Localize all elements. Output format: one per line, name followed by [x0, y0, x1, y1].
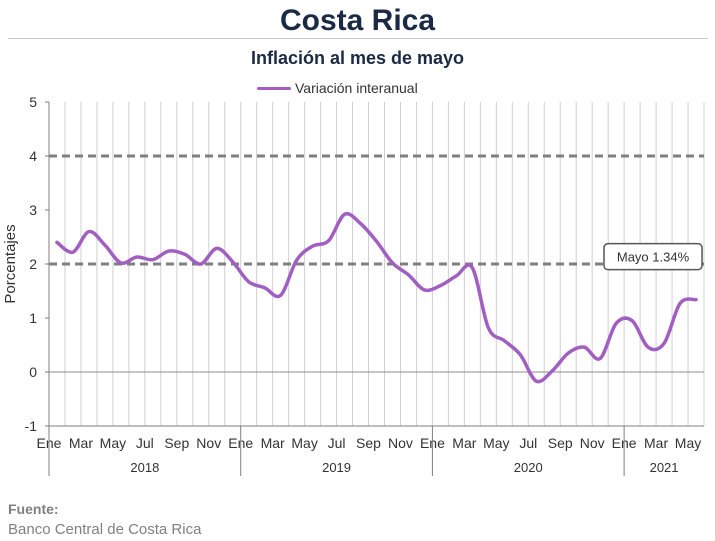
data-point [486, 326, 490, 330]
data-point [582, 345, 586, 349]
data-point [311, 244, 315, 248]
x-tick-label: Nov [388, 435, 413, 451]
chart-subtitle: Inflación al mes de mayo [250, 48, 465, 68]
annotation-label: Mayo 1.34% [617, 250, 690, 265]
x-tick-label: Mar [69, 435, 93, 451]
data-point [550, 369, 554, 373]
data-point [454, 274, 458, 278]
data-point [247, 280, 251, 284]
data-point [279, 293, 283, 297]
year-label: 2019 [322, 460, 351, 475]
y-tick-label: -1 [25, 418, 38, 434]
year-label: 2021 [650, 460, 679, 475]
x-tick-label: May [100, 435, 126, 451]
x-tick-label: Mar [644, 435, 668, 451]
x-tick-label: Nov [196, 435, 221, 451]
x-tick-label: Sep [548, 435, 573, 451]
data-point [502, 339, 506, 343]
source-text: Banco Central de Costa Rica [8, 521, 202, 538]
x-tick-label: Jul [519, 435, 537, 451]
data-point [646, 345, 650, 349]
data-point [614, 321, 618, 325]
x-tick-label: May [483, 435, 509, 451]
legend: Variación interanual [257, 79, 418, 97]
year-label: 2020 [514, 460, 543, 475]
data-point [55, 240, 59, 244]
x-tick-label: Jul [136, 435, 154, 451]
data-point [199, 262, 203, 266]
data-point [390, 261, 394, 265]
source-heading: Fuente: [8, 501, 59, 517]
data-point [438, 284, 442, 288]
data-point [119, 261, 123, 265]
y-tick-label: 0 [29, 364, 37, 380]
data-point [662, 341, 666, 345]
y-tick-label: 5 [29, 94, 37, 110]
data-point [534, 379, 538, 383]
x-tick-label: Sep [356, 435, 381, 451]
data-point [263, 286, 267, 290]
chart-title: Costa Rica [279, 4, 436, 37]
data-point [470, 266, 474, 270]
y-axis-label: Porcentajes [2, 224, 19, 303]
series-line [55, 211, 698, 384]
x-tick-label: Jul [328, 435, 346, 451]
annotation-box [603, 242, 703, 271]
data-point [231, 260, 235, 264]
data-point [183, 252, 187, 256]
x-tick-label: Mar [452, 435, 476, 451]
legend-label: Variación interanual [295, 80, 418, 96]
data-point [295, 258, 299, 262]
year-label: 2018 [130, 460, 159, 475]
data-point [327, 239, 331, 243]
y-tick-label: 2 [29, 256, 37, 272]
x-tick-label: Nov [580, 435, 605, 451]
data-point [343, 212, 347, 216]
x-tick-label: Sep [164, 435, 189, 451]
data-point [87, 230, 91, 234]
x-tick-label: May [291, 435, 317, 451]
x-tick-label: May [675, 435, 701, 451]
data-point [566, 351, 570, 355]
y-tick-label: 3 [29, 202, 37, 218]
x-tick-label: Mar [261, 435, 285, 451]
data-point [215, 246, 219, 250]
data-point [406, 273, 410, 277]
data-point [694, 298, 698, 302]
data-point [518, 353, 522, 357]
data-point [71, 250, 75, 254]
data-point [151, 258, 155, 262]
data-point [422, 288, 426, 292]
data-point [598, 357, 602, 360]
y-tick-label: 1 [29, 310, 37, 326]
legend-swatch [257, 86, 291, 90]
data-point [678, 301, 682, 305]
data-point [375, 239, 378, 243]
data-point [103, 243, 107, 247]
title-divider [8, 38, 708, 39]
y-tick-label: 4 [29, 148, 37, 164]
data-point [359, 222, 363, 225]
data-point [167, 249, 171, 253]
data-point [630, 319, 634, 323]
data-point [135, 255, 139, 259]
